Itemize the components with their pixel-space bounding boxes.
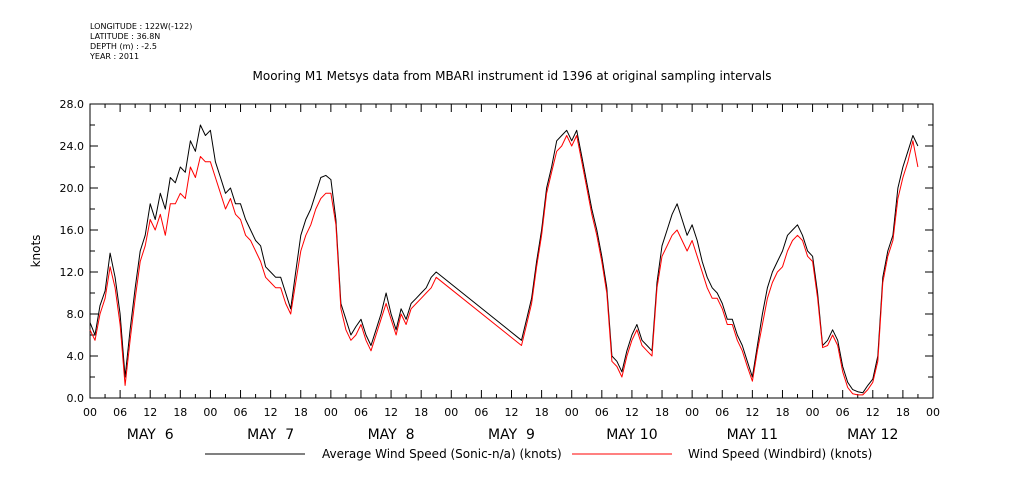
latitude-label: LATITUDE : 36.8N (90, 32, 161, 41)
x-tick-label: 12 (745, 406, 759, 419)
y-tick-label: 28.0 (60, 98, 85, 111)
x-tick-label: 00 (806, 406, 820, 419)
series-line-windbird (89, 135, 919, 396)
x-tick-label: 12 (866, 406, 880, 419)
x-tick-label: 12 (505, 406, 519, 419)
day-label: MAY 9 (488, 427, 535, 443)
x-tick-label: 06 (234, 406, 248, 419)
y-axis-label: knots (29, 235, 43, 268)
series-line-average-sonic (89, 124, 919, 394)
x-tick-label: 18 (896, 406, 910, 419)
legend-label-windbird: Wind Speed (Windbird) (knots) (688, 447, 872, 461)
x-tick-label: 00 (83, 406, 97, 419)
day-label: MAY 6 (127, 427, 174, 443)
legend-label-average-sonic: Average Wind Speed (Sonic-n/a) (knots) (322, 447, 562, 461)
day-label: MAY 12 (847, 427, 898, 443)
longitude-label: LONGITUDE : 122W(-122) (90, 22, 193, 31)
metadata-block: LONGITUDE : 122W(-122) LATITUDE : 36.8N … (90, 22, 192, 62)
depth-label: DEPTH (m) : -2.5 (90, 42, 157, 51)
x-tick-label: 06 (474, 406, 488, 419)
day-label: MAY 10 (606, 427, 657, 443)
x-tick-label: 18 (655, 406, 669, 419)
x-tick-label: 06 (836, 406, 850, 419)
x-tick-label: 00 (926, 406, 940, 419)
x-tick-label: 00 (565, 406, 579, 419)
x-tick-label: 00 (203, 406, 217, 419)
year-label: YEAR : 2011 (90, 52, 140, 61)
chart-title: Mooring M1 Metsys data from MBARI instru… (253, 69, 772, 83)
day-label: MAY 7 (247, 427, 294, 443)
y-tick-label: 4.0 (67, 350, 85, 363)
x-tick-label: 18 (535, 406, 549, 419)
x-tick-label: 12 (625, 406, 639, 419)
x-tick-label: 18 (294, 406, 308, 419)
x-tick-label: 12 (384, 406, 398, 419)
y-tick-label: 12.0 (60, 266, 85, 279)
x-tick-label: 06 (595, 406, 609, 419)
x-tick-label: 00 (444, 406, 458, 419)
x-tick-label: 00 (685, 406, 699, 419)
plot-frame (89, 103, 934, 399)
x-tick-label: 18 (775, 406, 789, 419)
x-tick-label: 18 (173, 406, 187, 419)
y-tick-label: 0.0 (67, 392, 85, 405)
x-tick-label: 12 (143, 406, 157, 419)
x-tick-label: 06 (715, 406, 729, 419)
y-tick-label: 24.0 (60, 140, 85, 153)
x-tick-label: 18 (414, 406, 428, 419)
y-tick-label: 20.0 (60, 182, 85, 195)
y-tick-label: 16.0 (60, 224, 85, 237)
y-tick-label: 8.0 (67, 308, 85, 321)
day-label: MAY 11 (727, 427, 778, 443)
x-tick-label: 00 (324, 406, 338, 419)
x-tick-label: 06 (354, 406, 368, 419)
x-tick-label: 12 (264, 406, 278, 419)
x-tick-label: 06 (113, 406, 127, 419)
day-label: MAY 8 (368, 427, 415, 443)
